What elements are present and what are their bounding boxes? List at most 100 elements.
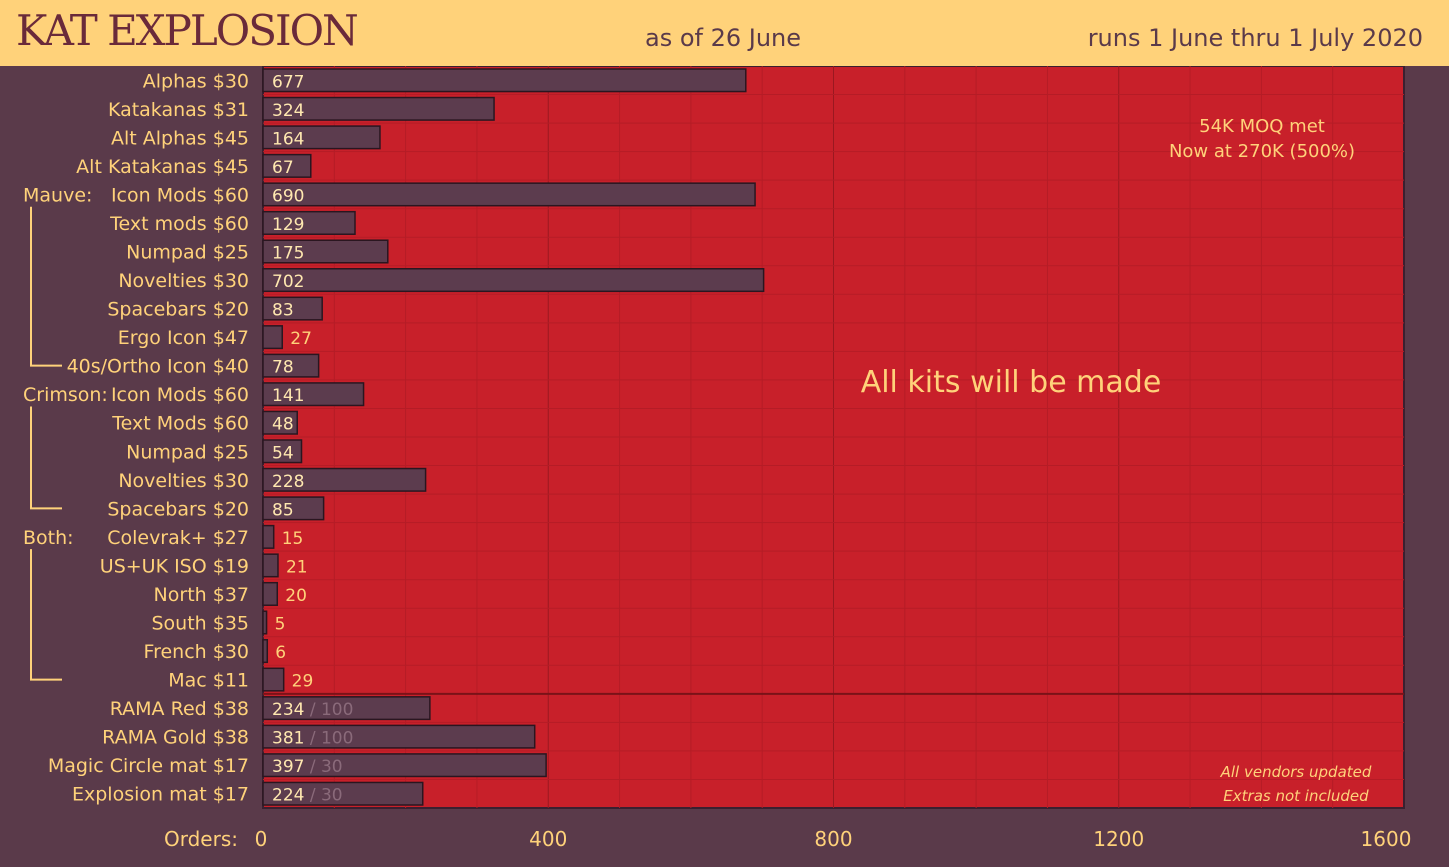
x-tick-label: 0 xyxy=(255,827,268,851)
bar xyxy=(262,724,536,749)
bar-value-label: 15 xyxy=(282,529,304,549)
bar xyxy=(262,610,268,635)
note-annotation: All vendors updated xyxy=(1220,763,1372,781)
bar-value-label: 164 xyxy=(272,129,304,149)
bar xyxy=(262,353,320,378)
bar xyxy=(262,496,325,521)
category-label: Magic Circle mat $17 xyxy=(48,755,249,777)
category-label: French $30 xyxy=(144,641,249,663)
bar xyxy=(262,153,312,178)
bar xyxy=(262,781,424,806)
bar-value-label: 324 xyxy=(272,101,304,121)
bar-value-label: 224 / 30 xyxy=(272,786,343,806)
category-label: Spacebars $20 xyxy=(107,299,249,321)
run-dates: runs 1 June thru 1 July 2020 xyxy=(1087,24,1423,52)
moq-annotation: 54K MOQ met xyxy=(1199,116,1325,137)
bar xyxy=(262,382,365,407)
group-label: Crimson: xyxy=(23,384,108,406)
bar-value-label: 27 xyxy=(290,329,312,349)
bar-value-label: 234 / 100 xyxy=(272,700,353,720)
category-label: Numpad $25 xyxy=(126,441,249,463)
category-label: Katakanas $31 xyxy=(108,99,249,121)
center-annotation: All kits will be made xyxy=(861,365,1162,400)
bar xyxy=(262,553,279,578)
category-label: Novelties $30 xyxy=(118,270,249,292)
bar xyxy=(262,410,298,435)
category-label: Text Mods $60 xyxy=(111,413,249,435)
bar-value-label: 29 xyxy=(292,672,314,692)
page-title: KAT EXPLOSION xyxy=(16,6,359,55)
bar xyxy=(262,325,284,350)
category-label: North $37 xyxy=(154,584,249,606)
bar xyxy=(262,467,427,492)
moq-annotation: Now at 270K (500%) xyxy=(1169,141,1355,162)
bar-value-label: 677 xyxy=(272,72,304,92)
category-label: Icon Mods $60 xyxy=(111,184,249,206)
category-label: Numpad $25 xyxy=(126,242,249,264)
category-label: Explosion mat $17 xyxy=(72,784,249,806)
bar-value-label: 48 xyxy=(272,415,294,435)
bar xyxy=(262,268,765,293)
category-label: 40s/Ortho Icon $40 xyxy=(67,356,249,378)
bar xyxy=(262,667,285,692)
as-of-date: as of 26 June xyxy=(645,24,802,52)
bar xyxy=(262,524,275,549)
bar xyxy=(262,125,381,150)
x-tick-label: 1200 xyxy=(1093,827,1144,851)
category-label: RAMA Gold $38 xyxy=(102,727,249,749)
bar-value-label: 397 / 30 xyxy=(272,757,343,777)
category-label: Alt Alphas $45 xyxy=(111,127,249,149)
bar xyxy=(262,581,279,606)
note-annotation: Extras not included xyxy=(1223,787,1369,805)
bar xyxy=(262,639,269,664)
bar-value-label: 20 xyxy=(285,586,307,606)
bar xyxy=(262,439,303,464)
bar-value-label: 78 xyxy=(272,358,294,378)
category-label: RAMA Red $38 xyxy=(110,698,249,720)
category-label: Novelties $30 xyxy=(118,470,249,492)
category-label: Colevrak+ $27 xyxy=(107,527,249,549)
bar xyxy=(262,96,495,121)
group-bracket xyxy=(30,206,62,367)
category-label: Alt Katakanas $45 xyxy=(76,156,249,178)
category-label: Ergo Icon $47 xyxy=(118,327,249,349)
bar-value-label: 228 xyxy=(272,472,304,492)
category-label: Mac $11 xyxy=(168,670,249,692)
bar xyxy=(262,182,756,207)
bar-value-label: 690 xyxy=(272,186,304,206)
group-label: Mauve: xyxy=(23,184,92,206)
x-tick-label: 1600 xyxy=(1361,827,1412,851)
bar xyxy=(262,68,747,93)
bar-value-label: 5 xyxy=(275,615,286,635)
bar xyxy=(262,210,356,235)
category-label: Text mods $60 xyxy=(109,213,249,235)
bar xyxy=(262,239,389,264)
group-bracket xyxy=(30,549,62,681)
bar-value-label: 129 xyxy=(272,215,304,235)
category-label: Icon Mods $60 xyxy=(111,384,249,406)
group-label: Both: xyxy=(23,527,74,549)
bar-value-label: 83 xyxy=(272,301,294,321)
bar-value-label: 141 xyxy=(272,386,304,406)
bar-value-label: 54 xyxy=(272,443,294,463)
bar-value-label: 85 xyxy=(272,500,294,520)
bar xyxy=(262,753,547,778)
category-label: US+UK ISO $19 xyxy=(100,555,249,577)
x-axis-title: Orders: xyxy=(164,827,238,851)
orders-bar-chart: Alphas $30 Katakanas $31 Alt Alphas $45 Alt… xyxy=(23,66,1412,851)
category-label: Alphas $30 xyxy=(143,70,249,92)
bar xyxy=(262,696,431,721)
bar-value-label: 21 xyxy=(286,557,308,577)
bar-value-label: 381 / 100 xyxy=(272,729,353,749)
x-tick-label: 800 xyxy=(814,827,852,851)
bar-value-label: 175 xyxy=(272,244,304,264)
bar-value-label: 702 xyxy=(272,272,304,292)
bar-value-label: 67 xyxy=(272,158,294,178)
bar xyxy=(262,296,323,321)
category-label: Spacebars $20 xyxy=(107,498,249,520)
category-label: South $35 xyxy=(151,613,249,635)
x-tick-label: 400 xyxy=(529,827,567,851)
group-bracket xyxy=(30,406,62,510)
bar-value-label: 6 xyxy=(275,643,286,663)
header-bar: KAT EXPLOSION as of 26 June runs 1 June … xyxy=(0,0,1449,66)
